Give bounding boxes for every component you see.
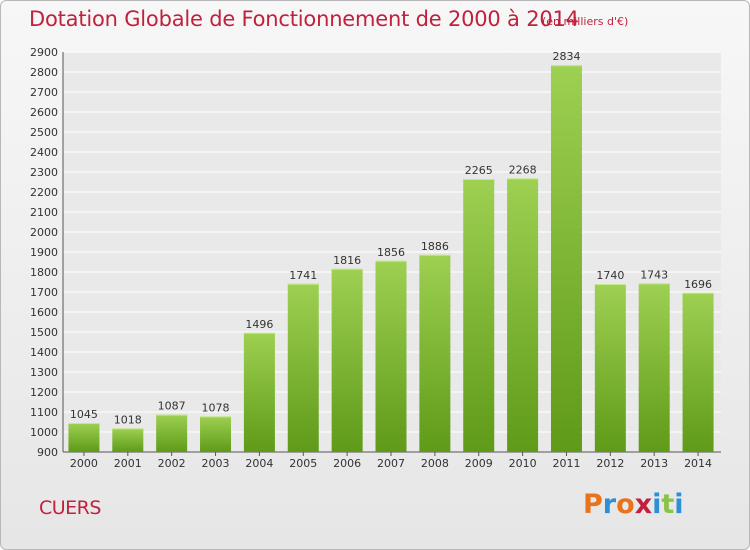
logo-letter: i [652, 489, 662, 520]
y-tick-label: 2100 [30, 206, 58, 219]
bar [200, 416, 232, 452]
commune-name: CUERS [39, 497, 101, 519]
y-tick-label: 2600 [30, 106, 58, 119]
y-tick-label: 2200 [30, 186, 58, 199]
logo-letter: P [583, 489, 603, 520]
chart-unit: (en milliers d'€) [542, 15, 629, 28]
bar [112, 428, 144, 452]
x-tick-label: 2000 [70, 457, 98, 470]
y-tick-label: 2300 [30, 166, 58, 179]
x-tick-label: 2005 [289, 457, 317, 470]
x-tick-label: 2014 [684, 457, 712, 470]
x-tick-label: 2003 [202, 457, 230, 470]
bar [287, 283, 319, 452]
data-label: 1696 [684, 278, 712, 291]
x-tick-label: 2008 [421, 457, 449, 470]
y-tick-label: 1300 [30, 366, 58, 379]
x-tick-label: 2002 [158, 457, 186, 470]
y-tick-label: 900 [37, 446, 58, 459]
x-tick-label: 2009 [465, 457, 493, 470]
x-tick-label: 2006 [333, 457, 361, 470]
y-tick-label: 1900 [30, 246, 58, 259]
y-tick-label: 1700 [30, 286, 58, 299]
bar [331, 268, 363, 452]
data-label: 1743 [640, 268, 668, 281]
bar [243, 332, 275, 452]
y-tick-label: 1800 [30, 266, 58, 279]
y-tick-label: 1500 [30, 326, 58, 339]
data-label: 2265 [465, 164, 493, 177]
y-tick-label: 2900 [30, 46, 58, 59]
bar [594, 284, 626, 452]
x-tick-label: 2011 [552, 457, 580, 470]
data-label: 1078 [202, 401, 230, 414]
y-tick-label: 1100 [30, 406, 58, 419]
logo-letter: r [602, 489, 617, 520]
bar [550, 65, 582, 452]
x-tick-label: 2010 [509, 457, 537, 470]
x-tick-label: 2007 [377, 457, 405, 470]
data-label: 1087 [158, 400, 186, 413]
data-label: 1741 [289, 269, 317, 282]
logo-letter: i [674, 489, 684, 520]
y-tick-label: 2700 [30, 86, 58, 99]
x-tick-label: 2004 [245, 457, 273, 470]
proxiti-logo: Proxiti [583, 489, 684, 520]
y-tick-label: 1400 [30, 346, 58, 359]
data-label: 1886 [421, 240, 449, 253]
y-tick-label: 2500 [30, 126, 58, 139]
y-tick-label: 1200 [30, 386, 58, 399]
bar [682, 292, 714, 452]
data-label: 1018 [114, 413, 142, 426]
data-label: 1856 [377, 246, 405, 259]
logo-letter: o [616, 489, 635, 520]
bar [419, 254, 451, 452]
y-tick-label: 2000 [30, 226, 58, 239]
y-tick-label: 2800 [30, 66, 58, 79]
bar [507, 178, 539, 452]
bar [68, 423, 100, 452]
data-label: 1740 [596, 269, 624, 282]
x-tick-label: 2001 [114, 457, 142, 470]
logo-letter: t [661, 489, 675, 520]
y-tick-label: 1600 [30, 306, 58, 319]
y-tick-label: 2400 [30, 146, 58, 159]
data-label: 1045 [70, 408, 98, 421]
x-tick-label: 2012 [596, 457, 624, 470]
chart-title: Dotation Globale de Fonctionnement de 20… [29, 7, 579, 31]
bar [463, 179, 495, 452]
data-label: 2834 [552, 50, 580, 63]
data-label: 1496 [245, 318, 273, 331]
bar [375, 260, 407, 452]
logo-letter: x [634, 489, 653, 520]
bar [156, 414, 188, 452]
bar [638, 283, 670, 452]
y-tick-label: 1000 [30, 426, 58, 439]
x-tick-label: 2013 [640, 457, 668, 470]
data-label: 2268 [509, 163, 537, 176]
data-label: 1816 [333, 254, 361, 267]
